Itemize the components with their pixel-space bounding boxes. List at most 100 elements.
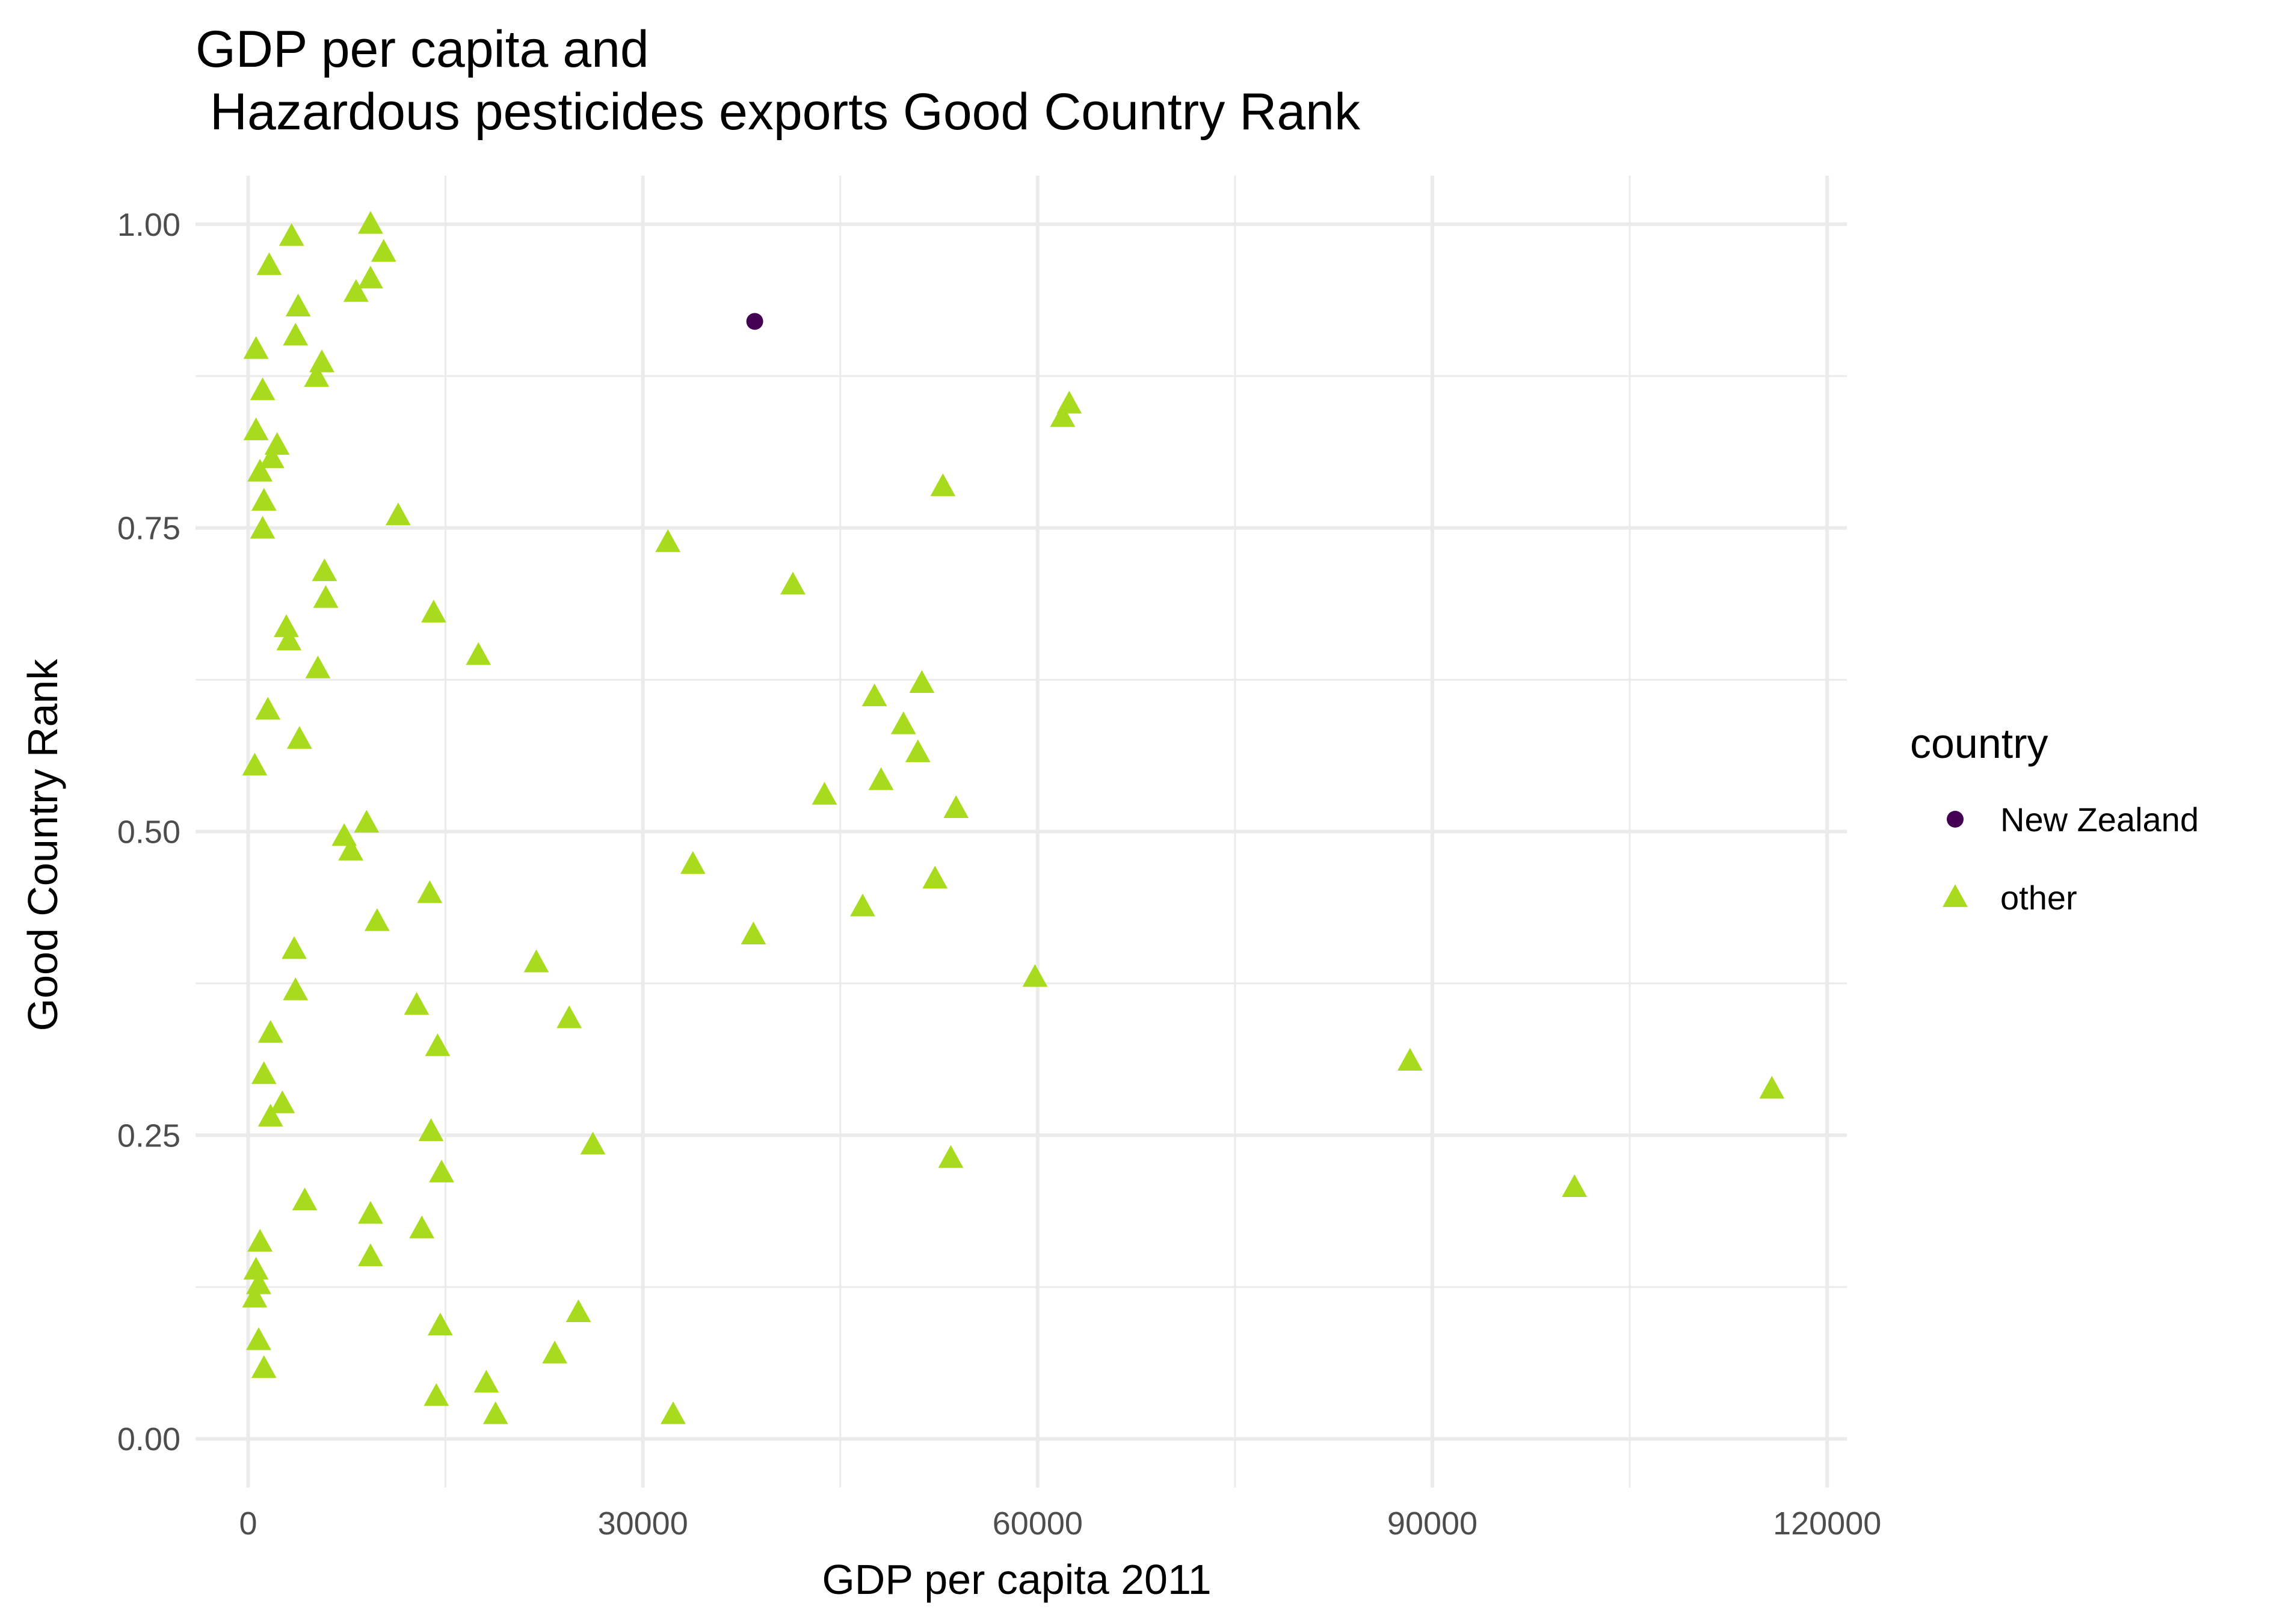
data-point (473, 1370, 499, 1393)
x-tick-label: 120000 (1773, 1506, 1881, 1542)
x-tick-label: 0 (239, 1506, 257, 1542)
data-point (312, 558, 337, 582)
data-point (250, 377, 276, 401)
x-tick-label: 90000 (1387, 1506, 1477, 1542)
data-point (276, 627, 302, 651)
data-point (259, 445, 285, 469)
data-point (418, 1118, 444, 1142)
data-point (246, 1327, 271, 1350)
y-tick-label: 1.00 (117, 207, 180, 243)
data-point (274, 614, 299, 638)
data-point (429, 1159, 454, 1183)
data-point (655, 529, 681, 552)
legend-title: country (1910, 720, 2048, 767)
data-point (427, 1312, 453, 1336)
data-point (283, 322, 309, 346)
data-point (850, 893, 875, 917)
data-point (741, 921, 766, 944)
data-point (421, 600, 446, 623)
x-tick-label: 60000 (993, 1506, 1083, 1542)
data-point (313, 585, 339, 608)
series-new-zealand (746, 313, 763, 330)
data-point (242, 752, 268, 776)
legend-label: other (2000, 879, 2077, 917)
data-point (338, 837, 363, 861)
y-tick-label: 0.00 (117, 1421, 180, 1457)
legend-key-triangle (1943, 884, 1968, 907)
data-point (938, 1145, 964, 1168)
data-point (1562, 1174, 1588, 1198)
axis-ticks: 0 30000 60000 90000 120000 0.00 0.25 0.50 0.75 1.… (117, 207, 1881, 1542)
plot-gridlines (196, 176, 1847, 1487)
x-axis-title: GDP per capita 2011 (822, 1556, 1211, 1603)
data-point (930, 473, 956, 496)
data-point (279, 223, 304, 246)
data-point (922, 866, 948, 889)
data-point (282, 936, 307, 959)
data-point (250, 515, 276, 539)
chart-title: GDP per capita and Hazardous pesticides … (196, 20, 1360, 141)
data-point (251, 488, 277, 511)
y-tick-label: 0.75 (117, 511, 180, 547)
data-point (1050, 404, 1076, 427)
legend-label: New Zealand (2000, 801, 2199, 838)
data-point (283, 977, 309, 1000)
data-point (358, 211, 383, 234)
y-tick-label: 0.50 (117, 814, 180, 850)
legend: country New Zealand other (1910, 720, 2199, 917)
data-point (943, 795, 969, 818)
data-point (909, 670, 935, 693)
y-axis-title: Good Country Rank (19, 659, 66, 1032)
data-point (251, 1355, 277, 1378)
legend-entry: New Zealand (1947, 801, 2199, 838)
data-point (247, 1229, 273, 1252)
data-point (292, 1187, 318, 1211)
legend-entry: other (1943, 879, 2077, 917)
x-tick-label: 30000 (598, 1506, 688, 1542)
plot-points (242, 211, 1785, 1424)
data-point (542, 1340, 568, 1364)
data-point (358, 265, 383, 289)
y-tick-label: 0.25 (117, 1118, 180, 1154)
data-point (247, 458, 273, 482)
data-point (1397, 1048, 1423, 1071)
data-point (861, 683, 887, 707)
data-point (417, 880, 443, 903)
data-point (565, 1299, 591, 1323)
data-point (409, 1215, 435, 1238)
data-point (242, 1284, 268, 1308)
data-point (243, 417, 269, 440)
data-point (1759, 1075, 1785, 1099)
data-point (580, 1131, 606, 1155)
data-point (255, 697, 281, 720)
data-point (354, 810, 380, 833)
data-point (746, 313, 763, 330)
legend-key-circle (1947, 811, 1964, 828)
data-point (680, 851, 706, 874)
data-point (868, 767, 894, 790)
data-point (1022, 964, 1048, 987)
data-point (285, 294, 311, 316)
data-point (358, 1243, 383, 1267)
data-point (256, 252, 282, 275)
data-point (364, 908, 390, 931)
data-point (523, 949, 549, 973)
data-point (304, 364, 330, 387)
data-point (424, 1383, 449, 1406)
legend-entries: New Zealand other (1943, 801, 2199, 917)
data-point (343, 278, 369, 302)
data-point (812, 781, 837, 805)
data-point (257, 1020, 283, 1043)
data-point (257, 1104, 283, 1127)
data-point (661, 1401, 686, 1424)
data-point (371, 239, 396, 262)
data-point (358, 1201, 383, 1224)
data-point (905, 739, 931, 763)
data-point (246, 1271, 271, 1294)
series-other (242, 211, 1785, 1424)
data-point (264, 432, 290, 455)
data-point (305, 655, 331, 678)
data-point (404, 992, 430, 1015)
data-point (243, 1256, 269, 1280)
